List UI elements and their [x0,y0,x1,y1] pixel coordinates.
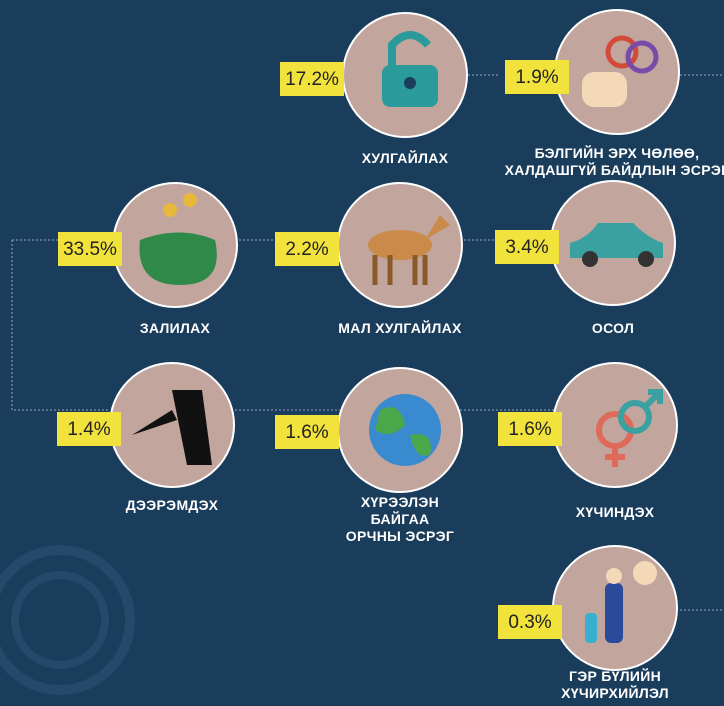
icon-lock [404,77,416,89]
item-circle [555,10,679,134]
infographic: 17.2% ХУЛГАЙЛАХ 1.9% БЭЛГИЙН ЭРХ ЧӨЛӨӨ,ХАЛД… [0,0,724,706]
category-label: ХАЛДАШГҮЙ БАЙДЛЫН ЭСРЭГ [505,161,724,178]
icon-horse [368,230,432,260]
category-label: ХҮРЭЭЛЭН [361,494,439,510]
category-label: ГЭР БҮЛИЙН [569,667,661,684]
icon-woman [606,568,622,584]
percent-text: 2.2% [285,239,328,260]
percent-text: 0.3% [508,612,551,633]
category-label: МАЛ ХУЛГАЙЛАХ [338,319,462,336]
icon-child [585,613,597,643]
category-label: ОСОЛ [592,320,634,336]
category-label: ЗАЛИЛАХ [140,320,211,336]
percent-text: 1.4% [67,419,110,440]
category-label: БАЙГАА [371,510,430,527]
percent-text: 17.2% [285,69,339,90]
page: 17.2% ХУЛГАЙЛАХ 1.9% БЭЛГИЙН ЭРХ ЧӨЛӨӨ,ХАЛД… [0,0,724,706]
icon-wheel [638,251,654,267]
percent-text: 1.6% [508,419,551,440]
category-label: ХУЛГАЙЛАХ [362,149,449,166]
icon-hand [582,72,627,107]
icon-hand [633,561,657,585]
category-label: ОРЧНЫ ЭСРЭГ [346,528,454,544]
icon-wheel [582,251,598,267]
item-circle [110,363,234,487]
category-label: БЭЛГИЙН ЭРХ ЧӨЛӨӨ, [535,144,700,161]
percent-text: 1.6% [285,422,328,443]
category-label: ХҮЧИРХИЙЛЭЛ [561,684,669,701]
percent-text: 33.5% [63,239,117,260]
percent-text: 1.9% [515,67,558,88]
icon-coin [163,203,177,217]
icon-woman [605,583,623,643]
category-label: ДЭЭРЭМДЭХ [126,497,219,513]
icon-coin [183,193,197,207]
percent-text: 3.4% [505,237,548,258]
item-circle [553,363,677,487]
category-label: ХҮЧИНДЭХ [576,504,655,520]
